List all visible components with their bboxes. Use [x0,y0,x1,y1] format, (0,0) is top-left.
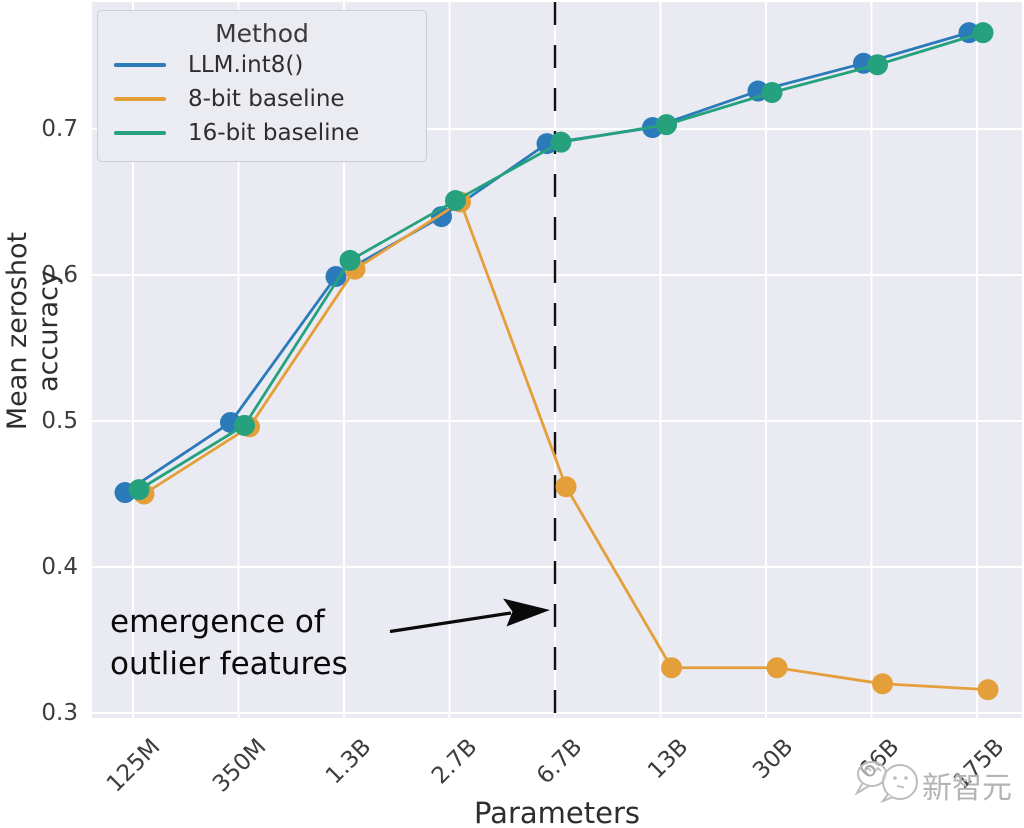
point-16-bit baseline [867,54,888,76]
point-8-bit baseline [661,657,682,679]
legend: Method LLM.int8() 8-bit baseline 16-bit … [97,10,427,162]
legend-title: Method [215,19,309,48]
y-axis-label: Mean zeroshot accuracy [2,231,64,431]
y-tick-label: 0.5 [41,408,78,434]
chat-bubbles-logo-icon [854,761,918,804]
legend-label-8bit-baseline: 8-bit baseline [188,86,345,112]
point-16-bit baseline [339,249,361,271]
legend-swatch-llm-int8 [114,63,166,67]
point-16-bit baseline [550,131,572,153]
y-tick-label: 0.3 [41,700,78,726]
watermark: 新智元 [854,761,1012,806]
annotation-arrow-shaft [389,611,512,634]
legend-item-llm-int8: LLM.int8() [98,48,426,82]
y-tick-label: 0.4 [41,554,78,580]
point-8-bit baseline [555,476,577,498]
point-16-bit baseline [761,82,783,103]
point-LLM.int8() [325,265,347,287]
point-8-bit baseline [977,679,999,701]
point-8-bit baseline [766,657,788,679]
y-tick-label: 0.6 [41,262,78,288]
legend-item-16bit-baseline: 16-bit baseline [98,116,426,150]
x-axis-label: Parameters [474,796,640,828]
annotation-line-1: emergence of [110,604,325,640]
point-8-bit baseline [872,673,893,695]
annotation-emergence-of-outlier-features: emergence of outlier features [110,601,348,685]
y-tick-label: 0.7 [41,116,78,142]
legend-label-llm-int8: LLM.int8() [188,52,304,78]
point-16-bit baseline [972,22,994,44]
annotation-arrow-head-icon [503,598,550,627]
point-16-bit baseline [234,414,255,436]
point-16-bit baseline [656,114,677,136]
legend-swatch-16bit-baseline [114,131,166,135]
point-16-bit baseline [445,190,466,212]
watermark-text: 新智元 [922,771,1012,806]
legend-swatch-8bit-baseline [114,97,166,101]
point-16-bit baseline [128,479,150,501]
legend-label-16bit-baseline: 16-bit baseline [188,120,360,146]
annotation-line-2: outlier features [110,646,348,682]
legend-item-8bit-baseline: 8-bit baseline [98,82,426,116]
